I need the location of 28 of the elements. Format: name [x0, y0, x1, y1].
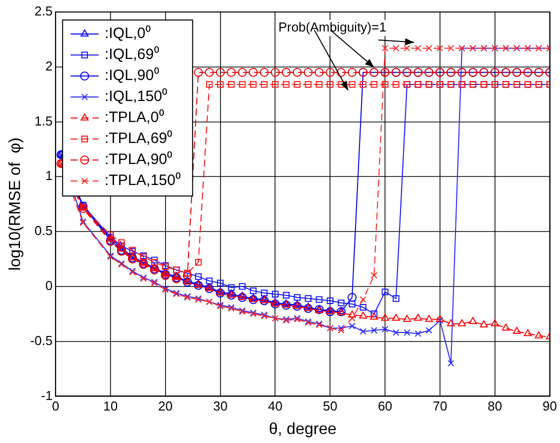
y-tick-label: 0.5	[34, 223, 53, 238]
legend-label: :TPLA,69⁰	[104, 130, 172, 148]
y-tick-label: 1.5	[34, 113, 53, 128]
legend-label: :TPLA,90⁰	[104, 151, 172, 168]
x-tick-label: 40	[268, 398, 282, 414]
x-tick-label: 10	[103, 398, 118, 414]
x-tick-label: 90	[542, 398, 558, 414]
legend-label: :TPLA,0⁰	[104, 109, 164, 126]
y-tick-label: 1	[45, 168, 53, 184]
legend-label: :TPLA,150⁰	[104, 172, 180, 190]
x-tick-label: 30	[213, 398, 228, 414]
x-tick-label: 20	[158, 398, 173, 414]
legend-label: :IQL,0⁰	[104, 25, 150, 42]
legend-label: :IQL,90⁰	[104, 67, 159, 84]
x-tick-label: 70	[432, 398, 448, 414]
y-tick-label: 2	[45, 58, 53, 74]
y-axis-title: log10(RMSE of φ)	[7, 138, 24, 271]
x-axis-title: θ, degree	[268, 420, 337, 438]
y-tick-label: 2.5	[34, 4, 53, 19]
x-tick-label: 50	[322, 398, 338, 414]
legend-label: :IQL,69⁰	[104, 46, 159, 64]
y-tick-label: 0	[45, 278, 53, 294]
legend-label: :IQL,150⁰	[104, 88, 168, 106]
y-tick-label: -0.5	[30, 332, 53, 348]
x-tick-label: 80	[488, 398, 502, 414]
annotation: Prob(Ambiguity)=1	[278, 20, 386, 35]
x-tick-label: 60	[378, 398, 392, 414]
y-tick-label: -1	[41, 388, 53, 403]
